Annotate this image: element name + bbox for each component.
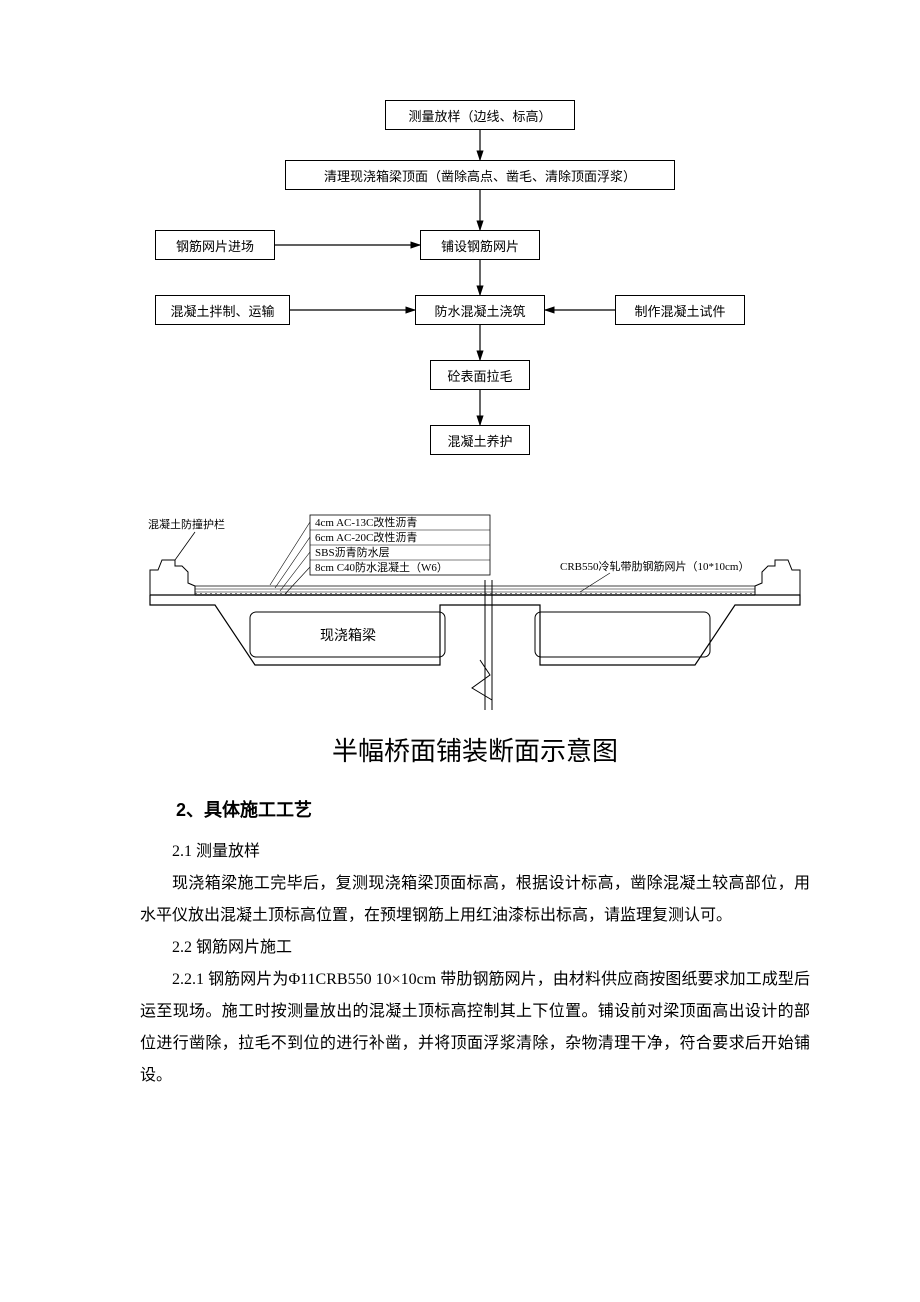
flowchart-node: 混凝土养护 <box>430 425 530 455</box>
section-heading: 2、具体施工工艺 <box>140 796 810 822</box>
process-flowchart: 测量放样（边线、标高） 清理现浇箱梁顶面（凿除高点、凿毛、清除顶面浮浆） 钢筋网片进… <box>155 100 795 490</box>
paragraph-2-2-1: 2.2.1 钢筋网片为Φ11CRB550 10×10cm 带肋钢筋网片，由材料供… <box>140 964 810 1092</box>
flowchart-node: 混凝土拌制、运输 <box>155 295 290 325</box>
layer-label-3: SBS沥青防水层 <box>315 545 390 559</box>
cross-section-svg: 混凝土防撞护栏 4cm AC-13C改性沥青 6cm AC-20C改性沥青 SB… <box>140 500 810 720</box>
box-girder-outline <box>150 595 800 665</box>
flowchart-node: 砼表面拉毛 <box>430 360 530 390</box>
flowchart-node: 防水混凝土浇筑 <box>415 295 545 325</box>
diagram-title: 半幅桥面铺装断面示意图 <box>140 731 810 768</box>
cross-section-diagram: 混凝土防撞护栏 4cm AC-13C改性沥青 6cm AC-20C改性沥青 SB… <box>140 500 810 760</box>
document-page: 测量放样（边线、标高） 清理现浇箱梁顶面（凿除高点、凿毛、清除顶面浮浆） 钢筋网片进… <box>0 0 920 1172</box>
layer-labels-box: 4cm AC-13C改性沥青 6cm AC-20C改性沥青 SBS沥青防水层 8… <box>270 515 490 594</box>
right-barrier <box>755 560 800 595</box>
paragraph-2-1: 现浇箱梁施工完毕后，复测现浇箱梁顶面标高，根据设计标高，凿除混凝土较高部位，用水… <box>140 868 810 932</box>
layer-label-1: 4cm AC-13C改性沥青 <box>315 515 417 529</box>
flowchart-node: 制作混凝土试件 <box>615 295 745 325</box>
flowchart-node: 测量放样（边线、标高） <box>385 100 575 130</box>
subheading-2-1: 2.1 测量放样 <box>140 836 810 868</box>
flowchart-node: 钢筋网片进场 <box>155 230 275 260</box>
mesh-label: CRB550冷轧带肋钢筋网片（10*10cm） <box>560 559 749 573</box>
flowchart-node: 铺设钢筋网片 <box>420 230 540 260</box>
left-barrier <box>150 560 195 595</box>
barrier-label: 混凝土防撞护栏 <box>148 517 225 531</box>
beam-label: 现浇箱梁 <box>320 628 376 644</box>
layer-label-4: 8cm C40防水混凝土（W6） <box>315 560 448 574</box>
subheading-2-2: 2.2 钢筋网片施工 <box>140 932 810 964</box>
layer-label-2: 6cm AC-20C改性沥青 <box>315 530 417 544</box>
break-mark <box>472 580 492 710</box>
flowchart-node: 清理现浇箱梁顶面（凿除高点、凿毛、清除顶面浮浆） <box>285 160 675 190</box>
